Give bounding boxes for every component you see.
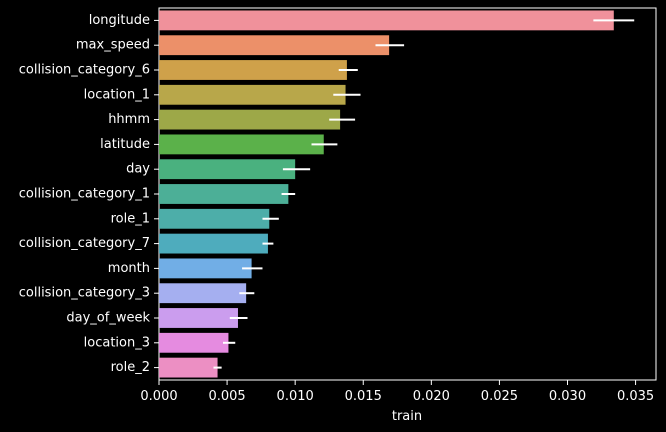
bar-location-1: [159, 84, 346, 105]
x-tick-label: 0.000: [140, 389, 177, 404]
bar-max-speed: [159, 35, 390, 56]
y-tick-label: location_1: [84, 87, 150, 102]
x-tick-label: 0.025: [481, 389, 518, 404]
y-tick-label: collision_category_7: [19, 236, 150, 251]
y-tick-label: day: [126, 162, 150, 177]
x-tick-label: 0.010: [277, 389, 314, 404]
x-tick-label: 0.005: [208, 389, 245, 404]
error-bars: [213, 19, 635, 369]
x-tick-label: 0.015: [345, 389, 382, 404]
y-axis-labels: longitude max_speed collision_category_6lo…: [19, 13, 159, 375]
bar-role-2: [159, 357, 218, 378]
bar-collision-category-3: [159, 283, 247, 304]
y-tick-label: role_1: [111, 211, 150, 226]
y-tick-label: day_of_week: [66, 311, 150, 326]
y-tick-label: collision_category_1: [19, 187, 150, 202]
y-tick-label: collision_category_6: [19, 63, 150, 78]
bar-day-of-week: [159, 308, 238, 328]
bar-role-1: [159, 208, 270, 229]
x-tick-label: 0.020: [413, 389, 450, 404]
x-axis-ticks: 0.000 0.005 0.010 0.015 0.020 0.025 0.030 0.035: [140, 380, 654, 404]
bar-hhmm: [159, 109, 341, 130]
y-tick-label: longitude: [89, 13, 150, 28]
bars: [159, 10, 614, 378]
y-tick-label: hhmm: [108, 112, 150, 127]
y-tick-label: month: [108, 261, 150, 276]
y-tick-label: role_2: [111, 360, 150, 375]
bar-collision-category-1: [159, 184, 289, 204]
bar-location-3: [159, 332, 229, 353]
x-tick-label: 0.030: [549, 389, 586, 404]
y-tick-label: latitude: [100, 137, 150, 152]
x-tick-label: 0.035: [617, 389, 654, 404]
bar-collision-category-6: [159, 60, 347, 80]
bar-longitude: [159, 10, 614, 31]
x-axis-label: train: [392, 409, 422, 424]
y-tick-label: location_3: [84, 335, 150, 350]
y-tick-label: collision_category_3: [19, 286, 150, 301]
bar-day: [159, 159, 296, 180]
bar-latitude: [159, 134, 324, 155]
y-tick-label: max_speed: [76, 38, 150, 53]
bar-month: [159, 258, 252, 279]
bar-collision-category-7: [159, 233, 268, 254]
